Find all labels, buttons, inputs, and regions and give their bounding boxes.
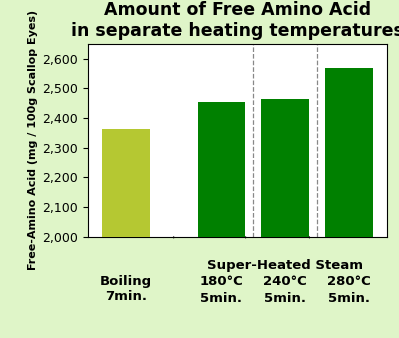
Text: 280°C: 280°C	[327, 275, 371, 289]
Text: 5min.: 5min.	[200, 292, 243, 305]
Bar	[102, 129, 150, 338]
Text: Super-Heated Steam: Super-Heated Steam	[207, 259, 363, 272]
Text: Boiling
7min.: Boiling 7min.	[100, 275, 152, 304]
Y-axis label: Free-Amino Acid (mg / 100g Scallop Eyes): Free-Amino Acid (mg / 100g Scallop Eyes)	[28, 10, 38, 270]
Bar	[325, 68, 373, 338]
Text: 5min.: 5min.	[328, 292, 370, 305]
Text: 180°C: 180°C	[200, 275, 243, 289]
Bar	[198, 102, 245, 338]
Text: 5min.: 5min.	[264, 292, 306, 305]
Bar	[261, 99, 309, 338]
Text: 240°C: 240°C	[263, 275, 307, 289]
Title: Amount of Free Amino Acid
in separate heating temperatures: Amount of Free Amino Acid in separate he…	[71, 1, 399, 40]
